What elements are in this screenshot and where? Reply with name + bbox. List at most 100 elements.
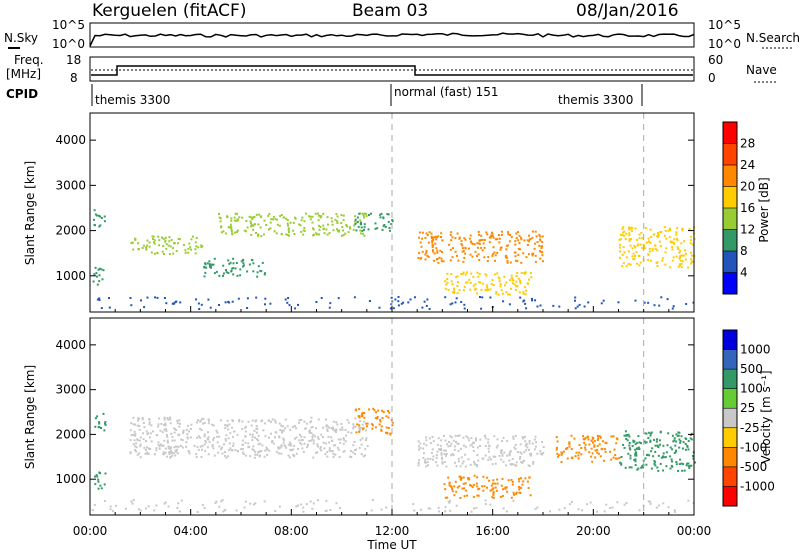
velocity-echo-cell [165, 428, 168, 431]
power-echo-cell [449, 248, 452, 251]
power-echo-cell [524, 293, 527, 296]
velocity-echo-cell [475, 506, 478, 509]
power-echo-cell [649, 259, 652, 262]
power-echo-cell [177, 237, 180, 240]
velocity-echo-cell [534, 435, 537, 438]
velocity-echo-cell [166, 417, 169, 419]
velocity-echo-cell [167, 418, 170, 421]
velocity-echo-cell [528, 448, 530, 451]
velocity-echo-cell [352, 444, 355, 447]
power-echo-cell [635, 250, 638, 253]
power-echo-cell [440, 260, 443, 263]
velocity-echo-cell [303, 420, 306, 423]
power-echo-cell [387, 220, 390, 223]
power-echo-cell [368, 214, 370, 216]
velocity-echo-cell [289, 428, 292, 431]
power-echo-cell [690, 260, 693, 263]
power-echo-cell [677, 265, 680, 268]
velocity-echo-cell [363, 416, 366, 419]
velocity-echo-cell [638, 509, 641, 512]
velocity-echo-cell [298, 421, 301, 424]
velocity-echo-cell [225, 434, 228, 437]
velocity-echo-cell [357, 415, 360, 418]
velocity-echo-cell [147, 452, 150, 455]
x-tick-label: 20:00 [576, 524, 611, 538]
power-echo-cell [531, 236, 534, 239]
power-echo-cell [463, 286, 466, 288]
velocity-echo-cell [148, 421, 151, 424]
power-echo-cell [260, 235, 263, 238]
velocity-echo-cell [129, 452, 132, 455]
velocity-echo-cell [149, 448, 152, 450]
velocity-echo-cell [200, 455, 203, 458]
velocity-echo-cell [311, 436, 314, 438]
velocity-echo-cell [163, 428, 166, 431]
velocity-echo-cell [448, 441, 450, 443]
power-echo-cell [629, 263, 632, 266]
velocity-echo-cell [589, 501, 592, 504]
velocity-echo-cell [380, 508, 383, 511]
velocity-echo-cell [162, 444, 165, 447]
power-echo-cell [516, 272, 519, 274]
velocity-echo-cell [437, 437, 440, 440]
velocity-echo-cell [531, 442, 534, 445]
velocity-echo-cell [432, 455, 435, 458]
velocity-echo-cell [492, 491, 495, 494]
velocity-echo-cell [624, 466, 627, 469]
velocity-colorbar-swatch [723, 408, 737, 429]
velocity-echo-cell [574, 455, 577, 458]
velocity-echo-cell [560, 453, 563, 456]
power-echo-cell [236, 212, 238, 215]
velocity-echo-cell [197, 435, 200, 438]
power-echo-cell [680, 242, 683, 245]
velocity-echo-cell [236, 449, 239, 452]
velocity-echo-cell [342, 437, 345, 440]
velocity-echo-cell [226, 455, 229, 458]
power-echo-cell [189, 246, 192, 249]
velocity-echo-cell [282, 437, 285, 440]
power-echo-cell [647, 259, 650, 262]
power-echo-cell [381, 228, 384, 231]
power-echo-cell [479, 296, 481, 298]
velocity-echo-cell [355, 431, 358, 434]
power-echo-cell [170, 239, 173, 241]
power-echo-cell [425, 249, 428, 252]
power-echo-cell [462, 289, 465, 292]
velocity-echo-cell [196, 511, 199, 513]
power-echo-cell [400, 302, 403, 305]
velocity-echo-cell [593, 440, 596, 442]
velocity-echo-cell [220, 448, 223, 451]
velocity-echo-cell [649, 432, 652, 435]
velocity-echo-cell [473, 474, 476, 477]
power-echo-cell [388, 227, 391, 229]
power-echo-cell [262, 233, 265, 236]
velocity-echo-cell [508, 453, 511, 456]
power-echo-cell [526, 239, 529, 242]
velocity-echo-cell [656, 466, 659, 469]
velocity-echo-cell [207, 436, 210, 439]
velocity-echo-cell [491, 496, 494, 499]
power-echo-cell [98, 299, 101, 301]
power-echo-cell [690, 262, 693, 265]
power-echo-cell [257, 234, 260, 237]
power-echo-cell [162, 237, 165, 240]
power-echo-cell [392, 307, 395, 310]
power-echo-cell [152, 238, 154, 240]
velocity-echo-cell [308, 430, 311, 433]
velocity-echo-cell [387, 416, 390, 419]
velocity-echo-cell [340, 422, 343, 425]
power-echo-cell [668, 227, 671, 230]
power-echo-cell [318, 228, 321, 231]
power-echo-cell [531, 297, 533, 300]
power-echo-cell [482, 242, 485, 245]
power-echo-cell [361, 229, 364, 232]
power-echo-cell [630, 230, 633, 232]
velocity-echo-cell [616, 501, 619, 504]
velocity-echo-cell [213, 454, 216, 457]
power-echo-cell [494, 238, 497, 241]
velocity-echo-cell [423, 442, 426, 445]
velocity-echo-cell [361, 415, 363, 418]
velocity-echo-cell [155, 447, 158, 450]
power-echo-cell [684, 249, 687, 252]
power-echo-cell [255, 213, 258, 216]
